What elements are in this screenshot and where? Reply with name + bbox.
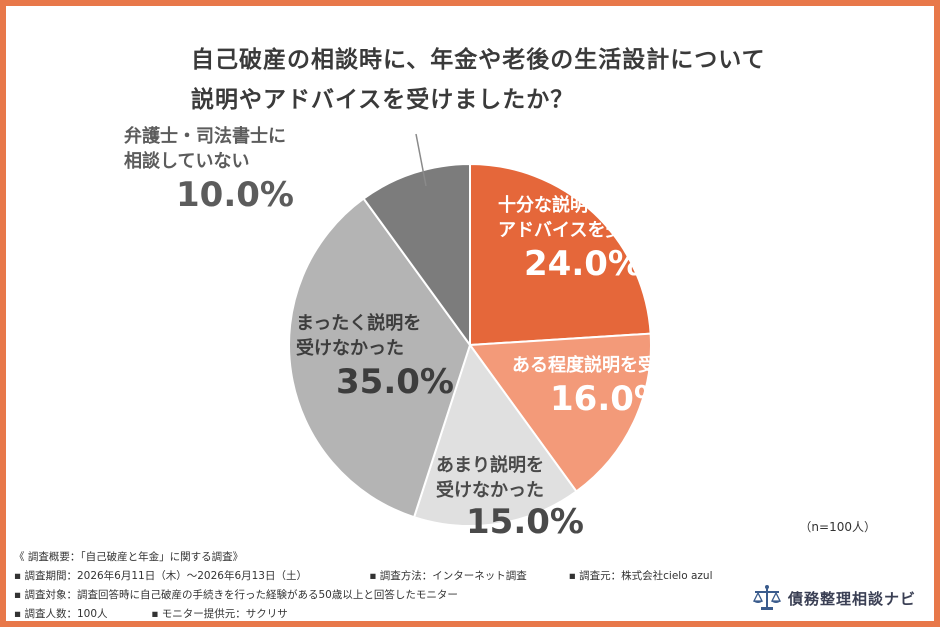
- chart-title-line-1: 自己破産の相談時に、年金や老後の生活設計について: [191, 47, 766, 73]
- scales-of-justice-icon: [752, 585, 782, 610]
- slice-label-no-consult: 弁護士・司法書士に 相談していない 10.0%: [124, 124, 294, 215]
- slice-label-no-consult-line-1: 弁護士・司法書士に: [124, 126, 286, 147]
- slice-label-little: あまり説明を 受けなかった 15.0%: [436, 453, 584, 542]
- slice-label-none-line-2: 受けなかった: [296, 338, 404, 360]
- chart-card: 自己破産の相談時に、年金や老後の生活設計について 説明やアドバイスを受けましたか…: [6, 6, 934, 621]
- slice-value-none: 35.0%: [336, 362, 454, 403]
- leader-line-no-consult: [415, 133, 427, 187]
- brand-logo: 債務整理相談ナビ: [752, 584, 916, 612]
- slice-label-sufficient: 十分な説明や アドバイスを受けた 24.0%: [498, 193, 659, 284]
- sample-size-note: （n=100人）: [799, 520, 876, 534]
- slice-label-no-consult-line-2: 相談していない: [124, 151, 250, 173]
- survey-overview-heading: 《 調査概要：「自己破産と年金」に関する調査》: [14, 551, 244, 563]
- survey-period: ▪ 調査期間：2026年6月11日（木）～2026年6月13日（土）: [14, 570, 307, 582]
- survey-count: ▪ 調査人数：100人: [14, 608, 108, 620]
- slice-label-none: まったく説明を 受けなかった 35.0%: [296, 311, 454, 402]
- slice-value-no-consult: 10.0%: [176, 175, 294, 216]
- slice-label-sufficient-line-1: 十分な説明や: [498, 195, 606, 216]
- slice-label-somewhat-line-1: ある程度説明を受けた: [512, 355, 692, 376]
- pie-slice-sufficient: [469, 162, 652, 347]
- brand-logo-text: 債務整理相談ナビ: [787, 589, 916, 608]
- slice-label-none-line-1: まったく説明を: [296, 313, 422, 334]
- pie-slice-no-consult: [362, 162, 471, 349]
- slice-label-little-line-1: あまり説明を: [436, 455, 544, 476]
- slice-value-somewhat: 16.0%: [550, 379, 668, 420]
- slice-label-little-line-2: 受けなかった: [436, 480, 544, 502]
- slice-label-somewhat: ある程度説明を受けた 16.0%: [512, 353, 692, 419]
- slice-value-little: 15.0%: [466, 502, 584, 543]
- pie-slice-little: [412, 342, 578, 527]
- pie-slice-none: [288, 197, 472, 519]
- survey-method: ▪ 調査方法：インターネット調査: [369, 570, 527, 582]
- pie-slice-somewhat: [468, 332, 652, 493]
- chart-title-line-2: 説明やアドバイスを受けましたか？: [191, 87, 575, 113]
- survey-overview: 《 調査概要：「自己破産と年金」に関する調査》 ▪ 調査期間：2026年6月11…: [14, 548, 713, 621]
- chart-title: 自己破産の相談時に、年金や老後の生活設計について 説明やアドバイスを受けましたか…: [191, 40, 766, 120]
- survey-provider: ▪ モニター提供元：サクリサ: [151, 608, 288, 620]
- survey-source: ▪ 調査元：株式会社cielo azul: [568, 570, 713, 582]
- slice-value-sufficient: 24.0%: [524, 244, 642, 285]
- pie-chart: [288, 133, 652, 527]
- survey-target: ▪ 調査対象：調査回答時に自己破産の手続きを行った経験がある50歳以上と回答した…: [14, 589, 458, 601]
- slice-label-sufficient-line-2: アドバイスを受けた: [498, 220, 660, 242]
